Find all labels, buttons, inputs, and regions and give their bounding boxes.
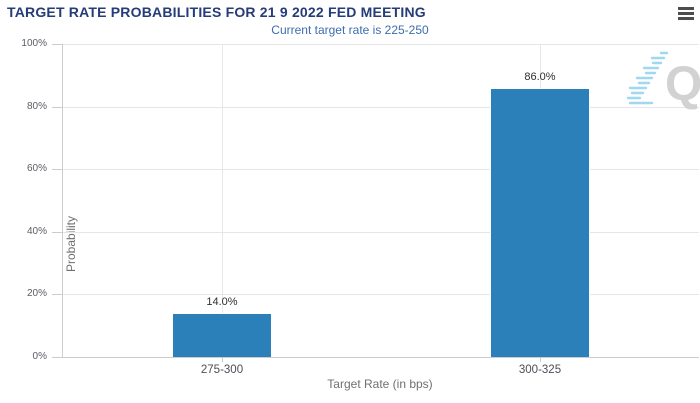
bar-value-label: 86.0% — [524, 71, 556, 83]
hamburger-menu-icon — [678, 6, 694, 10]
x-axis-tick — [222, 357, 223, 362]
x-category-label: 275-300 — [200, 364, 244, 376]
y-axis-label: 0% — [32, 351, 47, 362]
y-gridline — [63, 44, 699, 45]
bar-275-300[interactable] — [172, 313, 272, 357]
y-axis-label: 100% — [21, 38, 47, 49]
x-axis-tick — [540, 357, 541, 362]
bar-300-325[interactable] — [490, 88, 590, 357]
q-watermark-icon: Q — [626, 51, 700, 111]
x-gridline — [222, 44, 223, 357]
bar-value-label: 14.0% — [206, 296, 238, 308]
y-gridline — [63, 232, 699, 233]
plot-area: Probability 0% 20% 40% 60% 80% 100% 14.0% 275-3… — [21, 38, 699, 376]
y-axis-label: 60% — [26, 163, 47, 174]
y-axis-label: 80% — [26, 101, 47, 112]
hamburger-menu-icon — [678, 11, 694, 15]
y-axis-tick — [52, 44, 62, 45]
y-axis-title: Probability — [64, 215, 78, 273]
y-axis-tick — [52, 357, 62, 358]
chart-title: TARGET RATE PROBABILITIES FOR 21 9 2022 … — [7, 4, 426, 20]
watermark-letter: Q — [665, 58, 700, 111]
hamburger-menu-icon — [678, 16, 694, 20]
x-category-label: 300-325 — [518, 364, 562, 376]
y-gridline — [63, 107, 699, 108]
y-axis-tick — [52, 107, 62, 108]
y-axis-tick — [52, 169, 62, 170]
watermark-logo: Q — [626, 50, 700, 119]
y-gridline — [63, 294, 699, 295]
y-gridline — [63, 169, 699, 170]
y-axis-tick — [52, 232, 62, 233]
chart-menu-button[interactable] — [675, 4, 697, 24]
y-axis-label: 20% — [26, 288, 47, 299]
x-axis-title: Target Rate (in bps) — [327, 377, 433, 391]
y-axis-label: 40% — [26, 226, 47, 237]
chart-subtitle: Current target rate is 225-250 — [271, 23, 429, 37]
y-axis-tick — [52, 294, 62, 295]
